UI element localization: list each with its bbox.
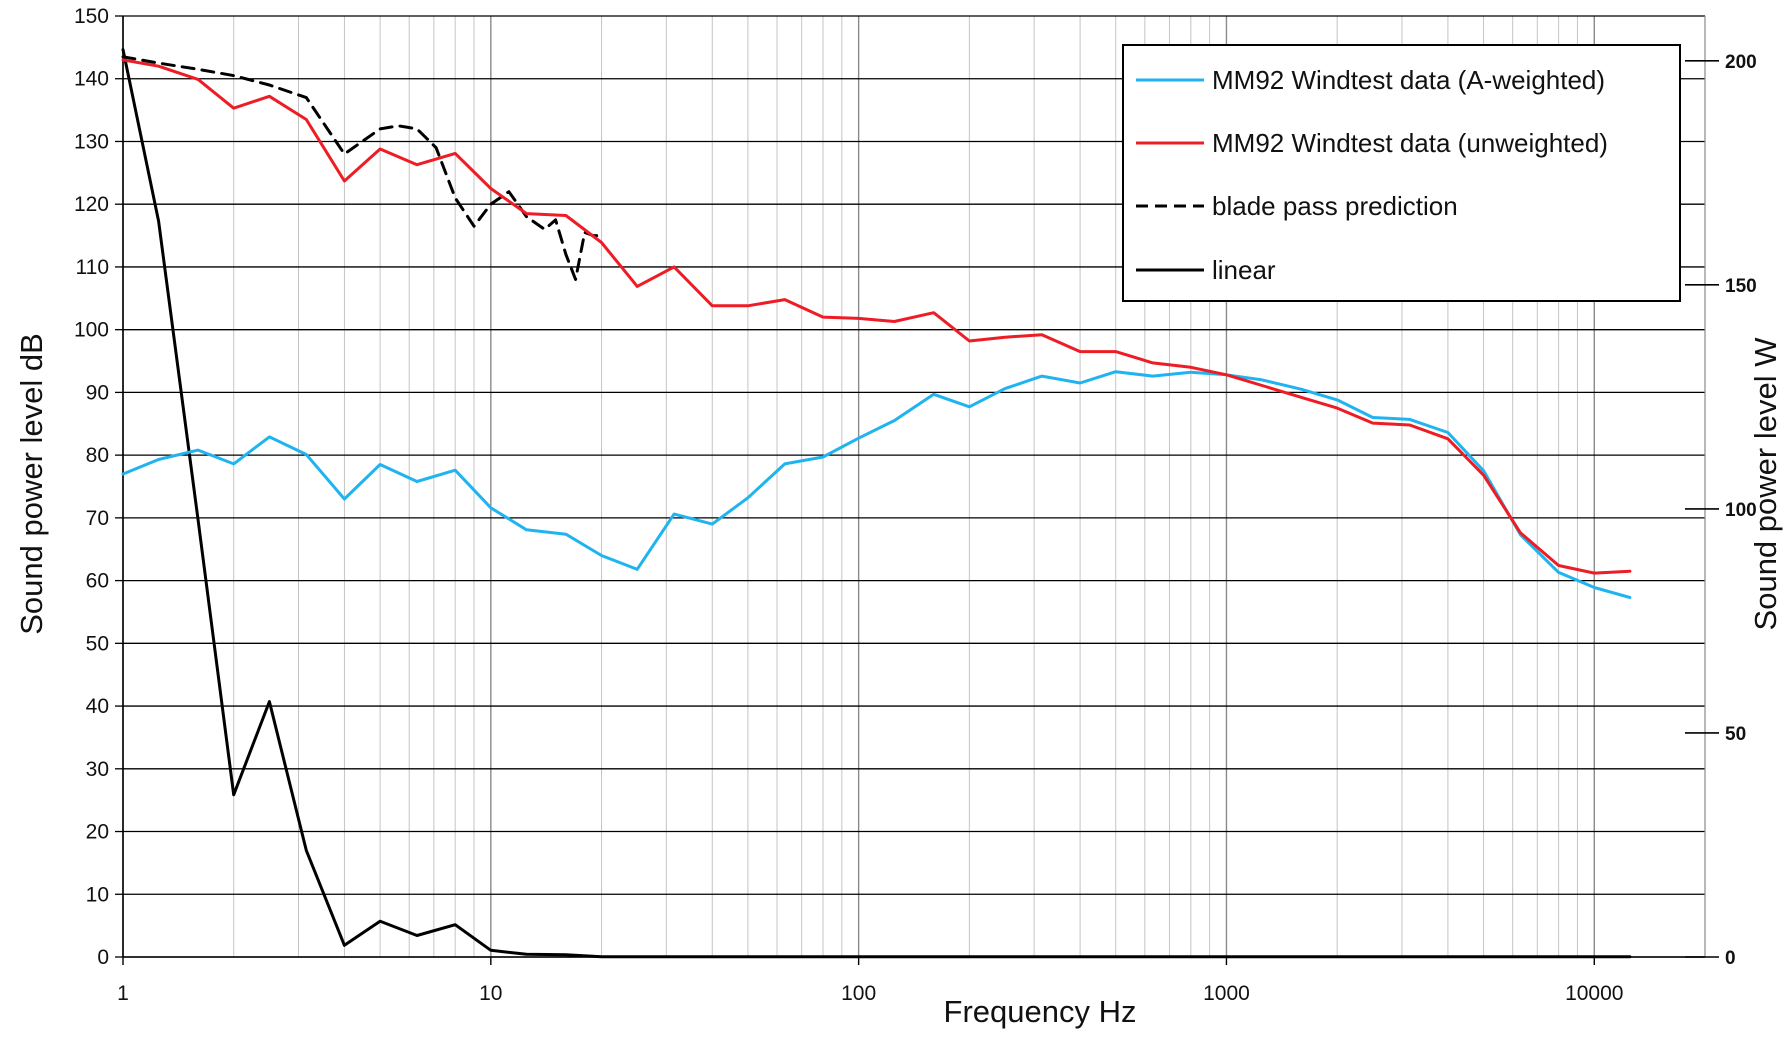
x-tick-label: 10000 (1565, 982, 1623, 1005)
legend-entry-1: MM92 Windtest data (unweighted) (1212, 128, 1608, 158)
x-tick-label: 10 (479, 982, 502, 1005)
legend-entry-2: blade pass prediction (1212, 191, 1458, 221)
y-tick-label: 50 (86, 632, 109, 655)
y-tick-label: 120 (74, 193, 109, 216)
y-tick-label: 30 (86, 758, 109, 781)
y-tick-label: 70 (86, 507, 109, 530)
legend-entry-3: linear (1212, 255, 1276, 285)
x-axis-label: Frequency Hz (944, 994, 1137, 1029)
y2-tick-label: 50 (1725, 724, 1746, 745)
y2-axis-label: Sound power level W (1748, 337, 1783, 631)
y-tick-label: 0 (97, 946, 109, 969)
x-tick-label: 1000 (1203, 982, 1250, 1005)
y2-tick-label: 200 (1725, 52, 1757, 73)
legend: MM92 Windtest data (A-weighted) MM92 Wind… (1123, 45, 1680, 301)
y-tick-label: 130 (74, 130, 109, 153)
x-tick-label: 1 (117, 982, 129, 1005)
y-tick-label: 20 (86, 821, 109, 844)
y-tick-label: 110 (76, 256, 109, 279)
y-tick-label: 10 (86, 883, 109, 906)
x-tick-label: 100 (841, 982, 876, 1005)
y-tick-label: 40 (86, 695, 109, 718)
y2-tick-label: 150 (1725, 276, 1757, 297)
legend-entry-0: MM92 Windtest data (A-weighted) (1212, 65, 1605, 95)
y2-tick-label: 0 (1725, 948, 1736, 969)
y-tick-label: 100 (74, 319, 109, 342)
y-tick-label: 80 (86, 444, 109, 467)
y-tick-label: 150 (74, 5, 109, 28)
y-tick-label: 90 (86, 381, 109, 404)
y-tick-label: 140 (74, 68, 109, 91)
y-tick-label: 60 (86, 570, 109, 593)
y-axis-label: Sound power level dB (14, 333, 49, 635)
